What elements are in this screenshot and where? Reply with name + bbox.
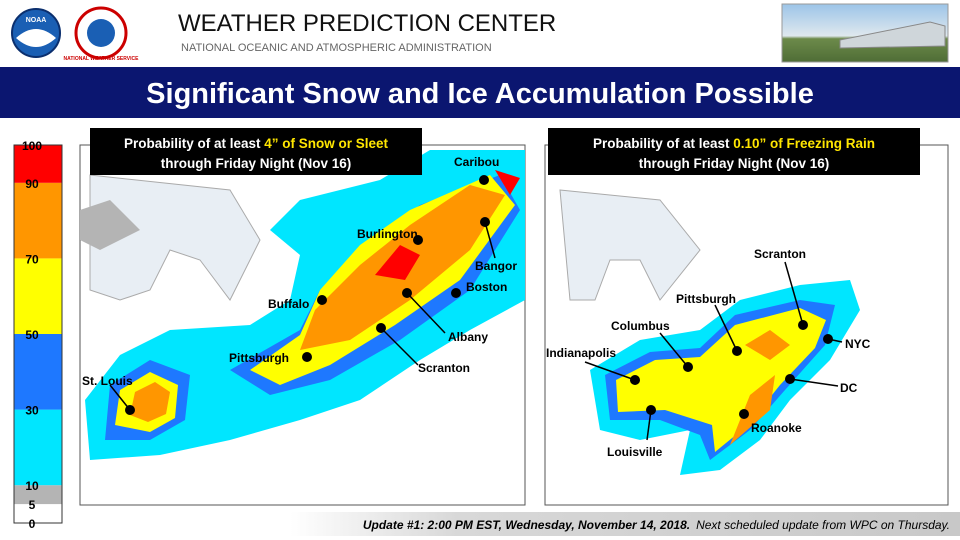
header-title: WEATHER PREDICTION CENTER [178,10,556,37]
snow-title: Probability of at least 4” of Snow or Sl… [90,128,422,175]
legend-band [14,504,62,523]
leader [109,384,131,411]
title-box [548,128,920,175]
legend-label: 5 [29,498,36,512]
footer-bg [290,512,960,536]
great-lakes [559,189,701,301]
snow-cities: Caribou Bangor Burlington Boston Buffalo… [82,155,517,415]
city-label: Caribou [454,155,499,169]
legend-label: 100 [22,139,42,153]
legend-label: 0 [29,517,36,531]
legend-label: 50 [25,328,39,342]
nws-logo-text: NATIONAL WEATHER SERVICE [64,56,140,62]
city-dot [785,374,795,384]
title-box [90,128,422,175]
city-label: Pittsburgh [229,351,289,365]
city-dot [376,323,386,333]
nws-logo-center [87,19,115,47]
title-line2: through Friday Night (Nov 16) [161,156,352,171]
leader [789,378,839,387]
legend-label: 90 [25,177,39,191]
city-dot [413,235,423,245]
leader [784,261,804,326]
city-dot [402,288,412,298]
legend-band [14,485,62,505]
header: NOAA NATIONAL WEATHER SERVICE WEATHER PR… [11,3,949,63]
leader [484,221,496,259]
city-dot [630,375,640,385]
legend-band [14,334,62,410]
city-dot [798,320,808,330]
leader [659,332,689,368]
city-label: NYC [845,337,871,351]
city-dot [480,217,490,227]
footer: Update #1: 2:00 PM EST, Wednesday, Novem… [363,518,950,532]
title-prefix: Probability of at least [593,136,733,151]
banner-title: Significant Snow and Ice Accumulation Po… [146,78,814,110]
city-dot [683,362,693,372]
city-label: Scranton [418,361,470,375]
snow-red [375,170,520,280]
city-label: St. Louis [82,374,133,388]
city-dot [823,334,833,344]
title-highlight: 4” of Snow or Sleet [264,136,388,151]
banner-bg [0,67,960,118]
footer-update: Update #1: 2:00 PM EST, Wednesday, Novem… [363,518,690,532]
ice-title: Probability of at least 0.10” of Freezin… [548,128,920,175]
header-subtitle: NATIONAL OCEANIC AND ATMOSPHERIC ADMINIS… [181,42,492,54]
city-label: Louisville [607,445,663,459]
leader [406,292,446,334]
title-prefix: Probability of at least [124,136,264,151]
title-line2: through Friday Night (Nov 16) [639,156,830,171]
city-label: Scranton [754,247,806,261]
city-dot [451,288,461,298]
city-label: Burlington [357,227,418,241]
ice-cities: Scranton Pittsburgh Columbus Indianapoli… [546,247,871,459]
leader [584,361,636,381]
snow-orange [130,185,505,422]
legend-label: 10 [25,479,39,493]
city-label: Boston [466,280,507,294]
great-lakes [89,174,261,301]
legend-label: 70 [25,252,39,266]
city-dot [479,175,489,185]
city-dot [317,295,327,305]
legend-frame [13,144,63,524]
city-label: Buffalo [268,297,309,311]
leader [714,304,738,352]
legend-band [14,409,62,486]
city-dot [739,409,749,419]
building [839,21,946,49]
city-label: Columbus [611,319,670,333]
legend-band [14,145,62,183]
footer-next: Next scheduled update from WPC on Thursd… [696,518,950,532]
legend: 0 5 10 30 50 70 90 100 [13,139,63,531]
leader [646,409,652,441]
city-label: DC [840,381,858,395]
legend-label: 30 [25,404,39,418]
city-label: Indianapolis [546,346,616,360]
legend-band [14,182,62,259]
ice-map [544,144,949,506]
city-dot [302,352,312,362]
city-label: Albany [448,330,488,344]
city-dot [125,405,135,415]
title-highlight: 0.10” of Freezing Rain [733,136,875,151]
city-label: Bangor [475,259,517,273]
city-label: Roanoke [751,421,802,435]
noaa-logo-text: NOAA [26,17,47,24]
title-line1: Probability of at least 4” of Snow or Sl… [124,136,389,151]
city-label: Pittsburgh [676,292,736,306]
noaa-logo-wave [16,29,56,47]
legend-band [14,258,62,334]
city-dot [646,405,656,415]
leader [380,327,419,366]
title-line1: Probability of at least 0.10” of Freezin… [593,136,875,151]
snow-map [79,144,526,506]
city-dot [732,346,742,356]
